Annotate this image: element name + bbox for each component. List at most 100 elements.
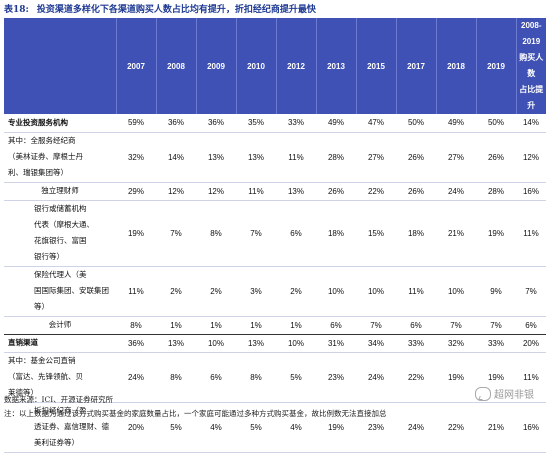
table-cell: 24% [356, 352, 396, 403]
row-label: 专业投资服务机构 [4, 114, 116, 133]
header-year: 2019 [476, 18, 517, 114]
table-cell: 14% [516, 114, 546, 133]
table-cell: 5% [276, 352, 316, 403]
table-cell: 8% [236, 352, 276, 403]
data-table: 2007 2008 2009 2010 2012 2013 2015 2017 … [4, 18, 546, 453]
table-cell: 12% [156, 182, 196, 201]
table-cell: 49% [316, 114, 356, 133]
table-cell: 36% [196, 114, 236, 133]
watermark-text: 超网非银 [494, 390, 534, 401]
table-cell: 18% [316, 200, 356, 267]
table-cell: 2% [156, 266, 196, 317]
table-cell: 26% [396, 182, 436, 201]
table-cell: 1% [236, 316, 276, 335]
table-cell: 16% [516, 402, 546, 453]
row-label: 直销渠道 [4, 333, 116, 353]
table-cell: 13% [236, 132, 276, 183]
table-cell: 15% [356, 200, 396, 267]
table-cell: 27% [436, 132, 476, 183]
table-cell: 13% [236, 333, 276, 353]
source-note: 数据来源：ICI、开源证券研究所 [4, 395, 114, 404]
table-cell: 32% [116, 132, 156, 183]
table-cell: 33% [396, 333, 436, 353]
header-year: 2015 [356, 18, 397, 114]
table-cell: 12% [516, 132, 546, 183]
table-cell: 19% [436, 352, 476, 403]
table-cell: 33% [276, 114, 316, 133]
table-cell: 6% [276, 200, 316, 267]
table-cell: 27% [356, 132, 396, 183]
table-row: 独立理财师 29% 12% 12% 11% 13% 26% 22% 26% 24% 28% 16% [4, 182, 546, 201]
table-cell: 14% [156, 132, 196, 183]
table-cell: 22% [356, 182, 396, 201]
header-year: 2012 [276, 18, 317, 114]
table-cell: 13% [156, 333, 196, 353]
table-cell: 7% [156, 200, 196, 267]
table-cell: 10% [316, 266, 356, 317]
header-year: 2008 [156, 18, 197, 114]
table-cell: 21% [436, 200, 476, 267]
table-cell: 10% [356, 266, 396, 317]
table-cell: 7% [476, 316, 516, 335]
table-cell: 7% [356, 316, 396, 335]
row-label: 其中：全服务经纪商 （美林证券、摩根士丹 利、瑞银集团等） [4, 132, 116, 183]
table-cell: 13% [196, 132, 236, 183]
table-cell: 11% [516, 352, 546, 403]
table-cell: 26% [476, 132, 516, 183]
table-row: 会计师 8% 1% 1% 1% 1% 6% 7% 6% 7% 7% 6% [4, 316, 546, 335]
table-number: 表18: [4, 5, 29, 15]
table-cell: 11% [276, 132, 316, 183]
header-share: 2008-2019 购买人数 占比提升 [516, 18, 546, 114]
table-cell: 20% [516, 333, 546, 353]
chat-bubble-icon [475, 386, 491, 401]
row-label: 独立理财师 [4, 182, 116, 201]
table-row: 银行或储蓄机构 代表（摩根大通、 花旗银行、富国 银行等） 19% 7% 8% 7% 6%… [4, 200, 546, 267]
table-cell: 31% [316, 333, 356, 353]
table-cell: 11% [236, 182, 276, 201]
table-cell: 47% [356, 114, 396, 133]
table-cell: 19% [476, 200, 516, 267]
table-cell: 23% [316, 352, 356, 403]
row-label: 其中：基金公司直销 （富达、先锋领航、贝 莱德等） [4, 352, 116, 403]
table-title: 表18: 投资渠道多样化下各渠道购买人数占比均有提升，折扣经纪商提升最快 [4, 2, 316, 18]
table-row: 直销渠道 36% 13% 10% 13% 10% 31% 34% 33% 32% 33% 20% [4, 333, 546, 353]
table-cell: 16% [516, 182, 546, 201]
table-cell: 11% [396, 266, 436, 317]
table-cell: 1% [156, 316, 196, 335]
table-cell: 29% [116, 182, 156, 201]
table-cell: 19% [116, 200, 156, 267]
table-cell: 21% [476, 402, 516, 453]
table-cell: 9% [476, 266, 516, 317]
table-body: 专业投资服务机构 59% 36% 36% 35% 33% 49% 47% 50% 49% 50% 14… [4, 114, 546, 453]
footnote: 注：以上数据为通过该方式购买基金的家庭数量占比，一个家庭可能通过多种方式购买基金… [4, 409, 387, 418]
table-row: 其中：基金公司直销 （富达、先锋领航、贝 莱德等） 24% 8% 6% 8% 5% 23% 2… [4, 352, 546, 403]
watermark: 超网非银 [475, 386, 534, 401]
table-cell: 49% [436, 114, 476, 133]
table-cell: 6% [516, 316, 546, 335]
table-cell: 24% [436, 182, 476, 201]
page: 表18: 投资渠道多样化下各渠道购买人数占比均有提升，折扣经纪商提升最快 2007… [0, 0, 550, 422]
table-row: 专业投资服务机构 59% 36% 36% 35% 33% 49% 47% 50% 49% 50% 14… [4, 114, 546, 133]
table-cell: 10% [196, 333, 236, 353]
table-cell: 28% [476, 182, 516, 201]
table-cell: 6% [196, 352, 236, 403]
header-blank [4, 18, 117, 114]
table-cell: 36% [156, 114, 196, 133]
row-label: 保险代理人（美 国国际集团、安联集团 等） [4, 266, 116, 317]
table-cell: 22% [436, 402, 476, 453]
table-cell: 10% [276, 333, 316, 353]
table-cell: 13% [276, 182, 316, 201]
header-year: 2010 [236, 18, 277, 114]
table-caption: 投资渠道多样化下各渠道购买人数占比均有提升，折扣经纪商提升最快 [36, 5, 316, 15]
table-row: 保险代理人（美 国国际集团、安联集团 等） 11% 2% 2% 3% 2% 10% 10% 11… [4, 266, 546, 317]
header-year: 2009 [196, 18, 237, 114]
table-cell: 18% [396, 200, 436, 267]
table-cell: 8% [116, 316, 156, 335]
table-cell: 36% [116, 333, 156, 353]
table-cell: 24% [116, 352, 156, 403]
table-cell: 2% [276, 266, 316, 317]
table-cell: 1% [276, 316, 316, 335]
table-cell: 7% [436, 316, 476, 335]
table-cell: 3% [236, 266, 276, 317]
table-cell: 7% [516, 266, 546, 317]
